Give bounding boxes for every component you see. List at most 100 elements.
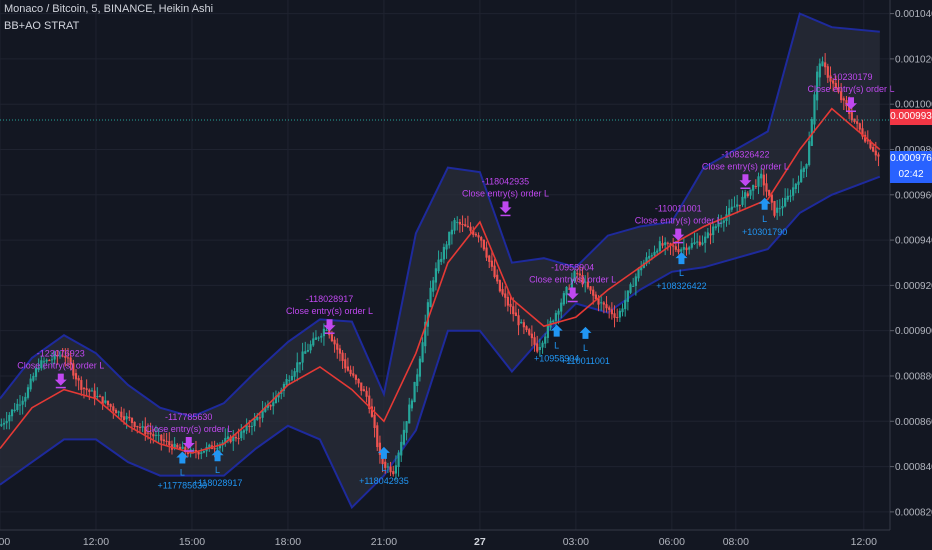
candle-body xyxy=(826,66,829,78)
candle-body xyxy=(96,396,99,398)
candle-body xyxy=(32,375,35,381)
entry-side-label: L xyxy=(180,467,185,477)
candle-body xyxy=(698,241,701,246)
candle-body xyxy=(434,268,438,283)
candle-body xyxy=(634,276,637,286)
x-axis[interactable]: 9:00 12:00 15:00 18:00 21:00 27 03:00 06:00 08:0… xyxy=(0,536,877,548)
candle-body xyxy=(90,390,94,392)
candle-body xyxy=(490,260,493,267)
candle-body xyxy=(786,195,789,200)
candle-body xyxy=(10,409,14,417)
candle-body xyxy=(136,426,139,428)
exit-qty-label: -123076923 xyxy=(37,349,85,359)
candle-body xyxy=(13,409,16,412)
candle-body xyxy=(850,112,853,121)
candle-body xyxy=(93,390,96,399)
candle-body xyxy=(178,446,182,450)
candle-body xyxy=(685,247,688,251)
candle-body xyxy=(792,187,795,196)
candle-body xyxy=(104,400,107,403)
candle-body xyxy=(557,310,560,315)
candle-body xyxy=(501,289,504,295)
candle-body xyxy=(312,338,315,346)
candle-body xyxy=(754,186,757,188)
candle-body xyxy=(200,452,203,454)
candle-body xyxy=(413,381,416,403)
candle-body xyxy=(482,239,485,250)
candle-body xyxy=(149,432,152,435)
candle-body xyxy=(234,436,238,439)
candle-body xyxy=(301,351,304,363)
candle-body xyxy=(64,355,67,358)
candle-body xyxy=(336,343,339,350)
candle-body xyxy=(528,329,531,335)
candle-body xyxy=(266,404,270,408)
entry-side-label: L xyxy=(554,341,559,351)
candle-body xyxy=(133,421,136,428)
chart-title[interactable]: Monaco / Bitcoin, 5, BINANCE, Heikin Ash… xyxy=(4,3,214,15)
candle-body xyxy=(696,241,699,243)
candle-body xyxy=(72,363,75,376)
exit-order-label: Close entry(s) order L xyxy=(807,84,894,94)
candle-body xyxy=(818,63,821,78)
candle-body xyxy=(688,247,691,250)
candle-body xyxy=(168,441,171,446)
candle-body xyxy=(477,235,480,238)
candle-body xyxy=(453,220,456,231)
candle-body xyxy=(154,434,158,436)
candle-body xyxy=(541,342,544,348)
candle-body xyxy=(765,183,768,192)
candle-body xyxy=(237,438,240,440)
candle-body xyxy=(24,396,27,402)
candle-body xyxy=(717,223,720,227)
candle-body xyxy=(800,169,803,183)
candle-body xyxy=(738,204,741,206)
candle-body xyxy=(8,414,11,422)
candle-body xyxy=(872,146,875,152)
candle-body xyxy=(784,197,787,207)
candle-body xyxy=(842,98,845,101)
candle-body xyxy=(333,339,336,345)
candle-body xyxy=(845,100,848,107)
candle-body xyxy=(682,247,685,250)
candle-body xyxy=(400,441,403,456)
candle-body xyxy=(173,443,176,449)
candle-body xyxy=(829,75,832,82)
candle-body xyxy=(432,280,435,292)
candle-body xyxy=(208,444,211,448)
candle-body xyxy=(290,375,294,381)
candle-body xyxy=(458,221,461,225)
candle-body xyxy=(376,425,379,448)
candle-body xyxy=(80,380,83,390)
candle-body xyxy=(813,94,816,125)
candle-body xyxy=(565,286,568,296)
candle-body xyxy=(352,373,355,376)
candle-body xyxy=(770,194,773,203)
candle-body xyxy=(589,286,592,291)
x-tick-label: 06:00 xyxy=(659,536,685,548)
candle-body xyxy=(762,174,765,186)
candle-body xyxy=(816,71,819,101)
candle-body xyxy=(384,461,387,468)
candle-body xyxy=(474,233,477,236)
candle-body xyxy=(645,257,648,264)
entry-arrow xyxy=(377,446,390,459)
candle-body xyxy=(362,389,366,392)
exit-arrow xyxy=(845,97,858,110)
candle-body xyxy=(805,164,808,169)
candle-body xyxy=(346,366,350,371)
candle-body xyxy=(445,244,448,250)
exit-qty-label: -10958904 xyxy=(551,263,594,273)
study-label[interactable]: BB+AO STRAT xyxy=(4,20,80,32)
candle-body xyxy=(392,471,395,475)
candle-body xyxy=(626,290,629,302)
x-tick-label: 12:00 xyxy=(83,536,109,548)
candle-body xyxy=(637,268,640,279)
candle-body xyxy=(426,302,430,327)
exit-arrow xyxy=(566,287,579,300)
candle-body xyxy=(610,309,613,315)
entry-qty-label: +118028917 xyxy=(193,478,243,488)
candle-body xyxy=(848,104,851,114)
